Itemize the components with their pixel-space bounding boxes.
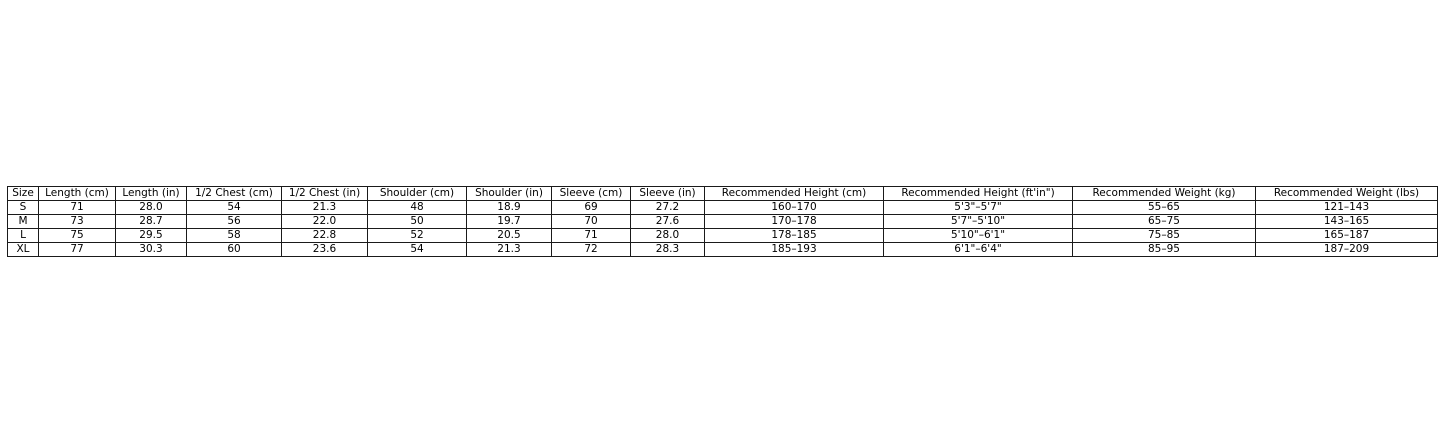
table-body: S 71 28.0 54 21.3 48 18.9 69 27.2 160–17… (7, 200, 1438, 257)
cell-sleeve-cm: 72 (551, 242, 631, 257)
cell-length-in: 30.3 (115, 242, 187, 257)
cell-length-cm: 77 (38, 242, 116, 257)
column-header-half-chest-cm: 1/2 Chest (cm) (186, 186, 282, 201)
cell-half-chest-in: 21.3 (281, 200, 368, 215)
cell-shoulder-in: 18.9 (466, 200, 552, 215)
table-header-row: Size Length (cm) Length (in) 1/2 Chest (… (7, 186, 1438, 201)
column-header-shoulder-in: Shoulder (in) (466, 186, 552, 201)
cell-sleeve-in: 28.3 (630, 242, 705, 257)
cell-shoulder-in: 20.5 (466, 228, 552, 243)
cell-sleeve-cm: 71 (551, 228, 631, 243)
table-header: Size Length (cm) Length (in) 1/2 Chest (… (7, 186, 1438, 201)
cell-size: XL (7, 242, 39, 257)
cell-half-chest-cm: 60 (186, 242, 282, 257)
cell-height-ftin: 5'7"–5'10" (883, 214, 1073, 229)
cell-half-chest-in: 23.6 (281, 242, 368, 257)
column-header-weight-lbs: Recommended Weight (lbs) (1255, 186, 1438, 201)
column-header-height-ftin: Recommended Height (ft'in") (883, 186, 1073, 201)
cell-height-cm: 178–185 (704, 228, 884, 243)
cell-weight-kg: 55–65 (1072, 200, 1256, 215)
column-header-size: Size (7, 186, 39, 201)
cell-weight-lbs: 143–165 (1255, 214, 1438, 229)
cell-shoulder-cm: 50 (367, 214, 467, 229)
cell-weight-lbs: 187–209 (1255, 242, 1438, 257)
cell-height-ftin: 6'1"–6'4" (883, 242, 1073, 257)
cell-half-chest-in: 22.0 (281, 214, 368, 229)
cell-sleeve-in: 27.2 (630, 200, 705, 215)
cell-weight-kg: 85–95 (1072, 242, 1256, 257)
column-header-sleeve-cm: Sleeve (cm) (551, 186, 631, 201)
cell-shoulder-cm: 54 (367, 242, 467, 257)
table-row: S 71 28.0 54 21.3 48 18.9 69 27.2 160–17… (7, 200, 1438, 215)
column-header-shoulder-cm: Shoulder (cm) (367, 186, 467, 201)
table-row: L 75 29.5 58 22.8 52 20.5 71 28.0 178–18… (7, 228, 1438, 243)
table-row: M 73 28.7 56 22.0 50 19.7 70 27.6 170–17… (7, 214, 1438, 229)
cell-weight-lbs: 121–143 (1255, 200, 1438, 215)
size-chart-table: Size Length (cm) Length (in) 1/2 Chest (… (7, 186, 1438, 257)
column-header-length-in: Length (in) (115, 186, 187, 201)
cell-sleeve-in: 27.6 (630, 214, 705, 229)
cell-length-cm: 71 (38, 200, 116, 215)
cell-weight-kg: 75–85 (1072, 228, 1256, 243)
cell-height-cm: 160–170 (704, 200, 884, 215)
column-header-half-chest-in: 1/2 Chest (in) (281, 186, 368, 201)
cell-length-cm: 73 (38, 214, 116, 229)
cell-height-cm: 185–193 (704, 242, 884, 257)
column-header-length-cm: Length (cm) (38, 186, 116, 201)
cell-half-chest-cm: 58 (186, 228, 282, 243)
cell-weight-kg: 65–75 (1072, 214, 1256, 229)
cell-size: M (7, 214, 39, 229)
cell-shoulder-in: 21.3 (466, 242, 552, 257)
cell-height-ftin: 5'10"–6'1" (883, 228, 1073, 243)
column-header-sleeve-in: Sleeve (in) (630, 186, 705, 201)
cell-size: L (7, 228, 39, 243)
cell-sleeve-cm: 70 (551, 214, 631, 229)
size-chart-container: Size Length (cm) Length (in) 1/2 Chest (… (7, 186, 1438, 257)
cell-sleeve-in: 28.0 (630, 228, 705, 243)
cell-sleeve-cm: 69 (551, 200, 631, 215)
cell-length-in: 28.0 (115, 200, 187, 215)
cell-height-ftin: 5'3"–5'7" (883, 200, 1073, 215)
cell-shoulder-cm: 52 (367, 228, 467, 243)
cell-height-cm: 170–178 (704, 214, 884, 229)
cell-half-chest-cm: 54 (186, 200, 282, 215)
cell-length-cm: 75 (38, 228, 116, 243)
cell-shoulder-cm: 48 (367, 200, 467, 215)
cell-half-chest-cm: 56 (186, 214, 282, 229)
table-row: XL 77 30.3 60 23.6 54 21.3 72 28.3 185–1… (7, 242, 1438, 257)
cell-weight-lbs: 165–187 (1255, 228, 1438, 243)
cell-size: S (7, 200, 39, 215)
cell-length-in: 29.5 (115, 228, 187, 243)
column-header-height-cm: Recommended Height (cm) (704, 186, 884, 201)
cell-half-chest-in: 22.8 (281, 228, 368, 243)
column-header-weight-kg: Recommended Weight (kg) (1072, 186, 1256, 201)
cell-shoulder-in: 19.7 (466, 214, 552, 229)
cell-length-in: 28.7 (115, 214, 187, 229)
